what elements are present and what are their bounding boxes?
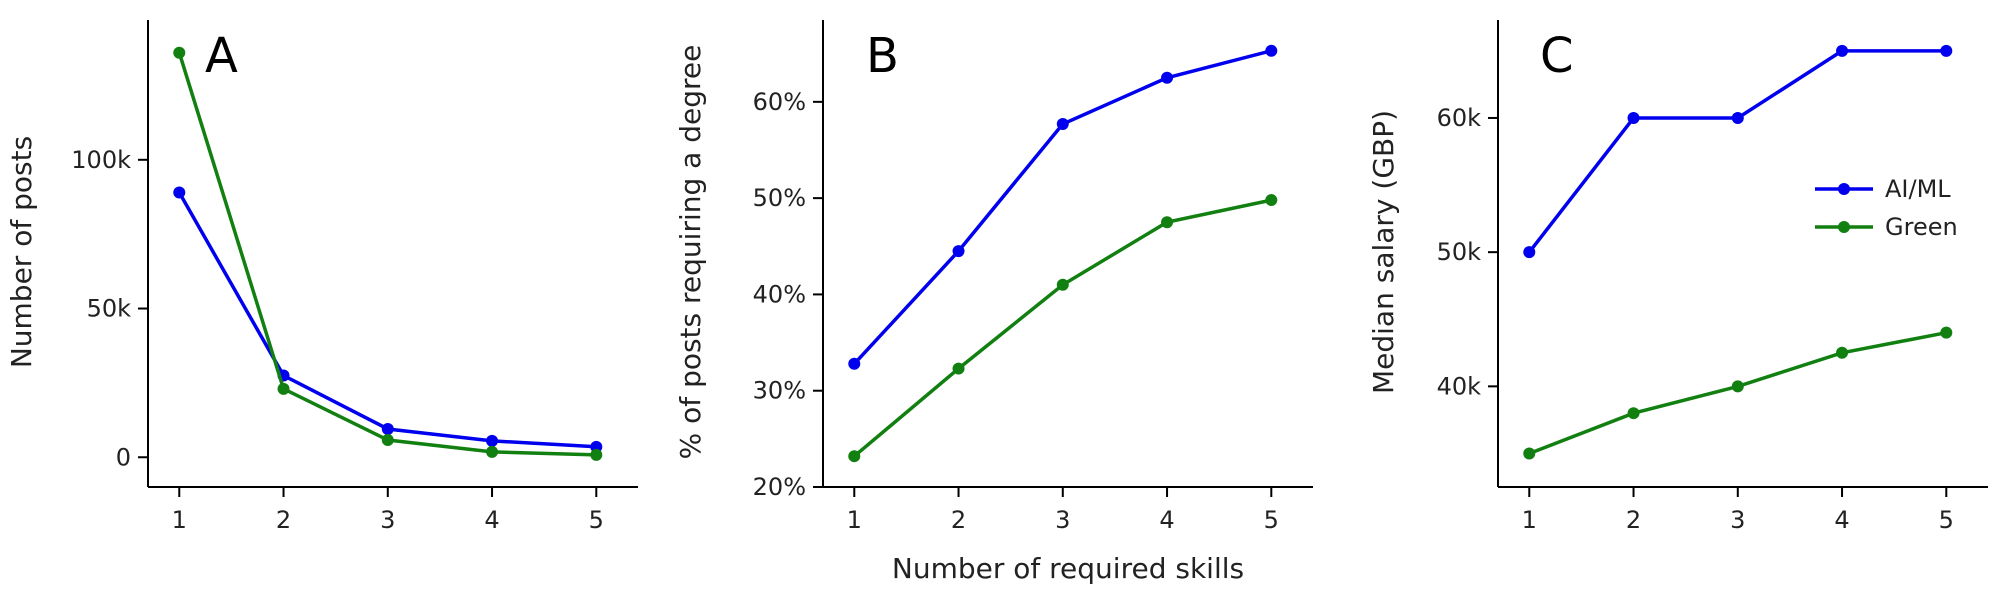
panel-a: A Number of posts 1 2 3 4 5 0 50k 100k <box>5 20 638 534</box>
data-point-green-c <box>1940 326 1953 339</box>
y-tick-label-b: 20% <box>753 473 806 501</box>
y-axis-label-b: % of posts requiring a degree <box>674 45 707 460</box>
data-point-green-a <box>486 445 499 458</box>
panel-letter-a: A <box>205 28 238 84</box>
data-point-green-a <box>590 448 603 461</box>
legend-marker-ai-ml <box>1838 183 1850 195</box>
x-tick-label-a: 5 <box>589 506 604 534</box>
x-tick-label-b: 3 <box>1055 506 1070 534</box>
x-tick-label-c: 4 <box>1834 506 1849 534</box>
data-point-ai-ml-c <box>1940 44 1953 57</box>
data-point-green-b <box>1056 278 1069 291</box>
series-line-ai-ml-c <box>1527 49 1947 254</box>
y-axis-label-c: Median salary (GBP) <box>1367 110 1400 394</box>
data-point-green-a <box>173 46 186 59</box>
y-tick-label-c: 40k <box>1437 372 1482 400</box>
x-tick-label-a: 3 <box>380 506 395 534</box>
y-axis-label-a: Number of posts <box>5 136 38 368</box>
data-point-green-b <box>848 450 861 463</box>
data-point-green-c <box>1627 407 1640 420</box>
y-tick-label-c: 60k <box>1437 104 1482 132</box>
data-point-ai-ml-b <box>848 357 861 370</box>
legend-marker-green <box>1838 221 1850 233</box>
legend-entry-green: Green <box>1815 213 1958 241</box>
x-tick-label-c: 2 <box>1626 506 1641 534</box>
data-point-green-c <box>1523 447 1536 460</box>
x-tick-label-c: 1 <box>1522 506 1537 534</box>
x-tick-label-b: 5 <box>1264 506 1279 534</box>
data-point-ai-ml-b <box>1265 44 1278 57</box>
data-point-green-c <box>1731 380 1744 393</box>
panel-letter-c: C <box>1540 28 1574 84</box>
series-line-ai-ml-b <box>853 49 1272 365</box>
x-tick-label-c: 5 <box>1939 506 1954 534</box>
x-tick-label-a: 4 <box>484 506 499 534</box>
y-tick-label-b: 50% <box>753 184 806 212</box>
legend-entry-ai-ml: AI/ML <box>1815 175 1951 203</box>
data-point-ai-ml-b <box>952 245 965 258</box>
data-point-green-b <box>1161 216 1174 229</box>
shared-x-axis-label: Number of required skills <box>892 552 1244 585</box>
panel-c: C Median salary (GBP) 1 2 3 4 5 40k 50k 60k <box>1367 20 1988 534</box>
y-tick-label-b: 60% <box>753 88 806 116</box>
legend: AI/ML Green <box>1815 175 1958 241</box>
x-tick-label-b: 2 <box>951 506 966 534</box>
data-point-ai-ml-c <box>1627 111 1640 124</box>
data-point-green-b <box>1265 194 1278 207</box>
data-point-ai-ml-b <box>1161 71 1174 84</box>
data-point-ai-ml-a <box>381 422 394 435</box>
data-point-ai-ml-b <box>1056 117 1069 130</box>
x-tick-label-c: 3 <box>1730 506 1745 534</box>
legend-label-ai-ml: AI/ML <box>1885 175 1951 203</box>
data-point-green-a <box>381 434 394 447</box>
y-tick-label-b: 40% <box>753 280 806 308</box>
series-line-ai-ml-a <box>177 191 597 449</box>
x-tick-label-a: 1 <box>172 506 187 534</box>
data-point-ai-ml-a <box>173 186 186 199</box>
y-tick-label-a: 100k <box>71 146 131 174</box>
series-line-green-b <box>853 198 1272 458</box>
x-tick-label-b: 4 <box>1159 506 1174 534</box>
y-tick-label-c: 50k <box>1437 238 1482 266</box>
y-tick-label-b: 30% <box>753 377 806 405</box>
legend-label-green: Green <box>1885 213 1958 241</box>
data-point-green-c <box>1836 346 1849 359</box>
x-tick-label-b: 1 <box>847 506 862 534</box>
data-point-ai-ml-c <box>1523 246 1536 259</box>
y-tick-label-a: 0 <box>116 443 131 471</box>
series-line-green-a <box>177 52 597 457</box>
data-point-green-b <box>952 362 965 375</box>
x-tick-label-a: 2 <box>276 506 291 534</box>
data-point-ai-ml-a <box>486 434 499 447</box>
y-tick-label-a: 50k <box>87 295 132 323</box>
data-point-green-a <box>277 382 290 395</box>
panel-b: B % of posts requiring a degree 1 2 3 4 5 20%… <box>674 20 1313 534</box>
data-point-ai-ml-c <box>1836 44 1849 57</box>
panel-letter-b: B <box>866 28 899 84</box>
data-point-ai-ml-c <box>1731 111 1744 124</box>
series-line-green-c <box>1528 330 1947 456</box>
